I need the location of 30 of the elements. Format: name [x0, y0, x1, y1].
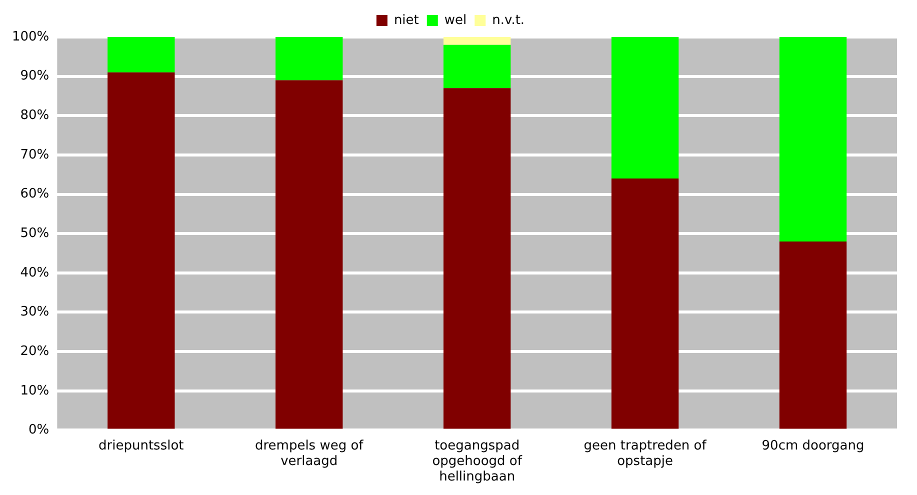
bar [443, 88, 511, 429]
x-tick-label: 90cm doorgang [762, 438, 864, 454]
x-tick-label: drempels weg of verlaagd [254, 438, 364, 469]
x-tick-label: toegangspad opgehoogd of hellingbaan [432, 438, 522, 485]
x-tick-label: driepuntsslot [98, 438, 184, 454]
bar [779, 37, 847, 242]
bar [779, 241, 847, 429]
y-tick-label: 30% [20, 304, 50, 320]
bar [276, 80, 343, 429]
bar [443, 44, 511, 88]
bar [108, 37, 175, 72]
y-tick-label: 0% [28, 422, 50, 438]
bar [611, 37, 679, 179]
y-tick-label: 20% [20, 344, 50, 359]
bar [443, 37, 511, 45]
y-tick-label: 80% [20, 108, 50, 124]
x-tick-label: geen traptreden of opstapje [584, 438, 707, 469]
y-tick-label: 40% [20, 265, 50, 280]
bar [276, 37, 343, 80]
bar [611, 178, 679, 429]
y-tick-label: 100% [12, 29, 50, 44]
legend-label: wel [444, 12, 467, 28]
y-tick-label: 10% [20, 383, 50, 398]
y-tick-label: 50% [20, 226, 50, 241]
bar [108, 72, 175, 429]
legend-label: n.v.t. [492, 12, 525, 28]
y-tick-label: 90% [20, 68, 50, 84]
legend-label: niet [394, 12, 419, 28]
y-tick-label: 60% [20, 186, 50, 202]
y-tick-label: 70% [20, 147, 50, 162]
